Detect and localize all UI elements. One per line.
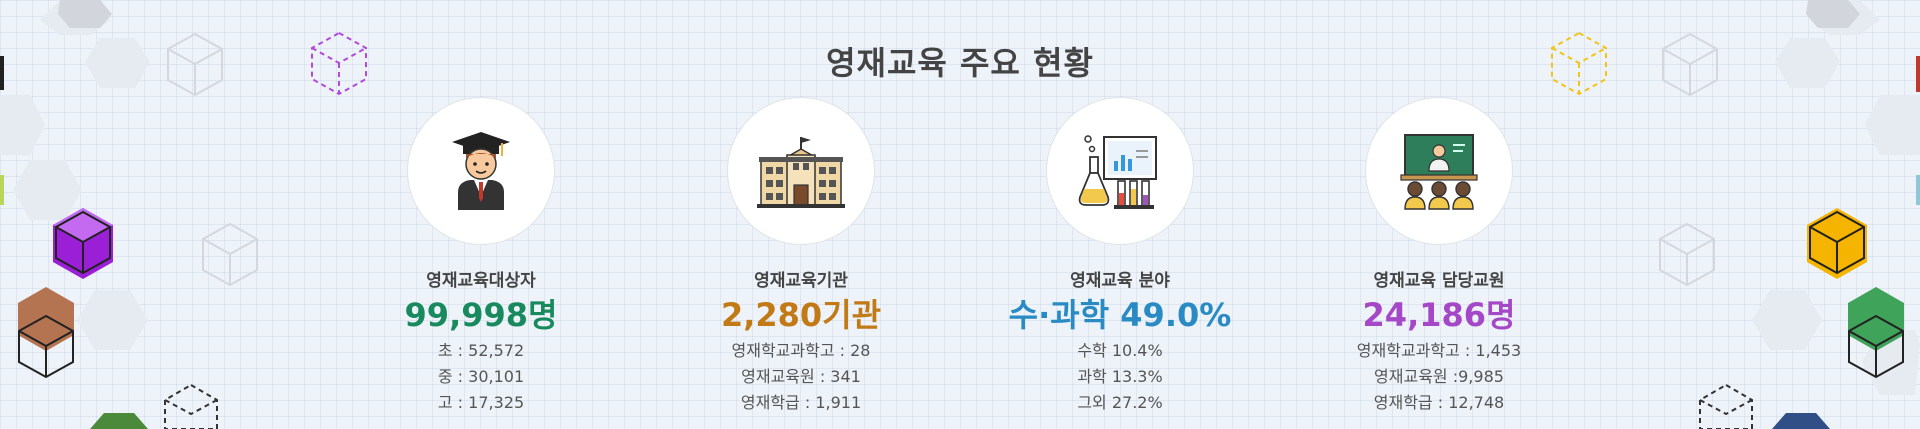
- stat-detail: 영재학교과학고 : 1,453: [1356, 341, 1522, 360]
- stat-icon-circle: [727, 97, 875, 245]
- stat-label: 영재교육 분야: [1070, 271, 1170, 291]
- stat-icon-circle: [1046, 97, 1194, 245]
- classroom-teacher-icon: [1400, 134, 1478, 210]
- stat-value: 24,186명: [1362, 296, 1516, 334]
- graduate-student-icon: [452, 132, 510, 210]
- stat-details: 초 : 52,572 중 : 30,101 고 : 17,325: [438, 338, 524, 416]
- stat-details: 영재학교과학고 : 1,453 영재교육원 :9,985 영재학급 : 12,7…: [1357, 338, 1521, 416]
- stat-gifted-students: 영재교육대상자 99,998명 초 : 52,572 중 : 30,101 고 …: [331, 97, 631, 416]
- stat-detail: 영재학교과학고 : 28: [731, 341, 871, 360]
- stat-detail: 초 : 52,572: [437, 341, 525, 360]
- stat-details: 수학 10.4% 과학 13.3% 그외 27.2%: [1077, 338, 1162, 416]
- stat-detail: 영재학급 : 1,911: [740, 393, 862, 412]
- stat-gifted-fields: 영재교육 분야 수·과학 49.0% 수학 10.4% 과학 13.3% 그외 …: [970, 97, 1270, 416]
- stat-icon-circle: [407, 97, 555, 245]
- stat-value: 2,280기관: [720, 296, 882, 334]
- stat-detail: 영재교육원 :9,985: [1374, 367, 1504, 386]
- stat-detail: 고 : 17,325: [437, 393, 525, 412]
- stat-detail: 수학 10.4%: [1077, 341, 1163, 360]
- stat-gifted-teachers: 영재교육 담당교원 24,186명 영재학교과학고 : 1,453 영재교육원 …: [1289, 97, 1589, 416]
- stat-detail: 영재학급 : 12,748: [1373, 393, 1505, 412]
- science-lab-icon: [1078, 135, 1157, 209]
- stat-label: 영재교육 담당교원: [1373, 271, 1505, 291]
- stat-details: 영재학교과학고 : 28 영재교육원 : 341 영재학급 : 1,911: [732, 338, 871, 416]
- school-building-icon: [757, 137, 845, 208]
- stat-label: 영재교육기관: [754, 271, 848, 291]
- stat-detail: 중 : 30,101: [437, 367, 525, 386]
- stat-detail: 과학 13.3%: [1077, 367, 1163, 386]
- stat-icon-circle: [1365, 97, 1513, 245]
- page-title: 영재교육 주요 현황: [826, 44, 1094, 82]
- stat-detail: 영재교육원 : 341: [741, 367, 861, 386]
- stat-detail: 그외 27.2%: [1077, 393, 1163, 412]
- stat-label: 영재교육대상자: [426, 271, 536, 291]
- stat-value: 수·과학 49.0%: [1008, 296, 1232, 334]
- stat-gifted-institutions: 영재교육기관 2,280기관 영재학교과학고 : 28 영재교육원 : 341 …: [651, 97, 951, 416]
- stat-value: 99,998명: [404, 296, 558, 334]
